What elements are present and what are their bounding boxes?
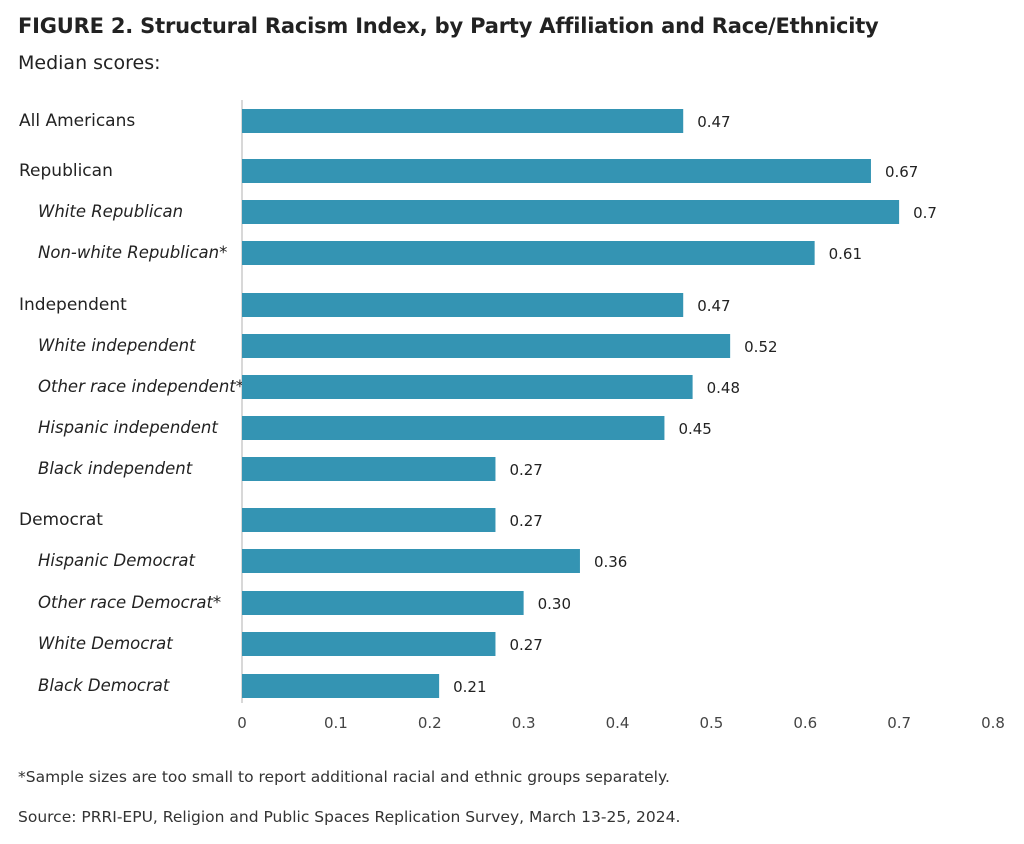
- bar: [242, 416, 665, 440]
- value-label: 0.47: [697, 113, 730, 131]
- bar: [242, 334, 731, 358]
- chart-subtitle: Median scores:: [18, 52, 161, 74]
- x-tick-label: 0.1: [324, 714, 348, 732]
- category-label: Black independent: [38, 459, 193, 478]
- bar: [242, 375, 693, 399]
- bar: [242, 241, 815, 265]
- value-label: 0.47: [697, 297, 730, 315]
- category-label: Hispanic independent: [38, 418, 218, 437]
- footnote: *Sample sizes are too small to report ad…: [18, 768, 670, 786]
- value-label: 0.61: [829, 245, 862, 263]
- x-tick-label: 0.4: [606, 714, 630, 732]
- bar: [242, 457, 496, 481]
- category-label: White Democrat: [38, 634, 173, 653]
- value-label: 0.30: [538, 595, 571, 613]
- x-tick-label: 0.7: [887, 714, 911, 732]
- x-tick-label: 0.2: [418, 714, 442, 732]
- value-label: 0.67: [885, 163, 918, 181]
- value-label: 0.27: [509, 461, 542, 479]
- value-label: 0.48: [707, 379, 740, 397]
- category-label: White independent: [38, 336, 196, 355]
- value-label: 0.7: [913, 204, 937, 222]
- x-tick-label: 0.3: [512, 714, 536, 732]
- bar: [242, 159, 871, 183]
- bar: [242, 632, 496, 656]
- value-label: 0.45: [678, 420, 711, 438]
- x-tick-label: 0: [237, 714, 247, 732]
- category-label: Independent: [19, 295, 127, 315]
- source-note: Source: PRRI-EPU, Religion and Public Sp…: [18, 808, 681, 826]
- value-label: 0.21: [453, 678, 486, 696]
- x-tick-label: 0.6: [793, 714, 817, 732]
- bar: [242, 591, 524, 615]
- category-label: All Americans: [19, 111, 135, 131]
- value-label: 0.27: [509, 512, 542, 530]
- bar-chart: All Americans 0.47 Republican 0.67 White Rep…: [19, 100, 1005, 732]
- category-label: Black Democrat: [38, 676, 170, 695]
- bar: [242, 109, 684, 133]
- value-label: 0.36: [594, 553, 627, 571]
- category-label: Democrat: [19, 510, 103, 530]
- value-label: 0.27: [509, 636, 542, 654]
- category-label: Non-white Republican*: [38, 243, 227, 262]
- category-label: White Republican: [38, 202, 183, 221]
- x-tick-label: 0.5: [699, 714, 723, 732]
- category-label: Other race Democrat*: [38, 593, 221, 612]
- bar: [242, 508, 496, 532]
- bar: [242, 200, 900, 224]
- chart-title: FIGURE 2. Structural Racism Index, by Pa…: [18, 14, 879, 38]
- value-label: 0.52: [744, 338, 777, 356]
- bar: [242, 674, 440, 698]
- category-label: Other race independent*: [38, 377, 244, 396]
- category-label: Republican: [19, 161, 113, 181]
- bar: [242, 293, 684, 317]
- bar: [242, 549, 580, 573]
- category-label: Hispanic Democrat: [38, 551, 196, 570]
- x-tick-label: 0.8: [981, 714, 1005, 732]
